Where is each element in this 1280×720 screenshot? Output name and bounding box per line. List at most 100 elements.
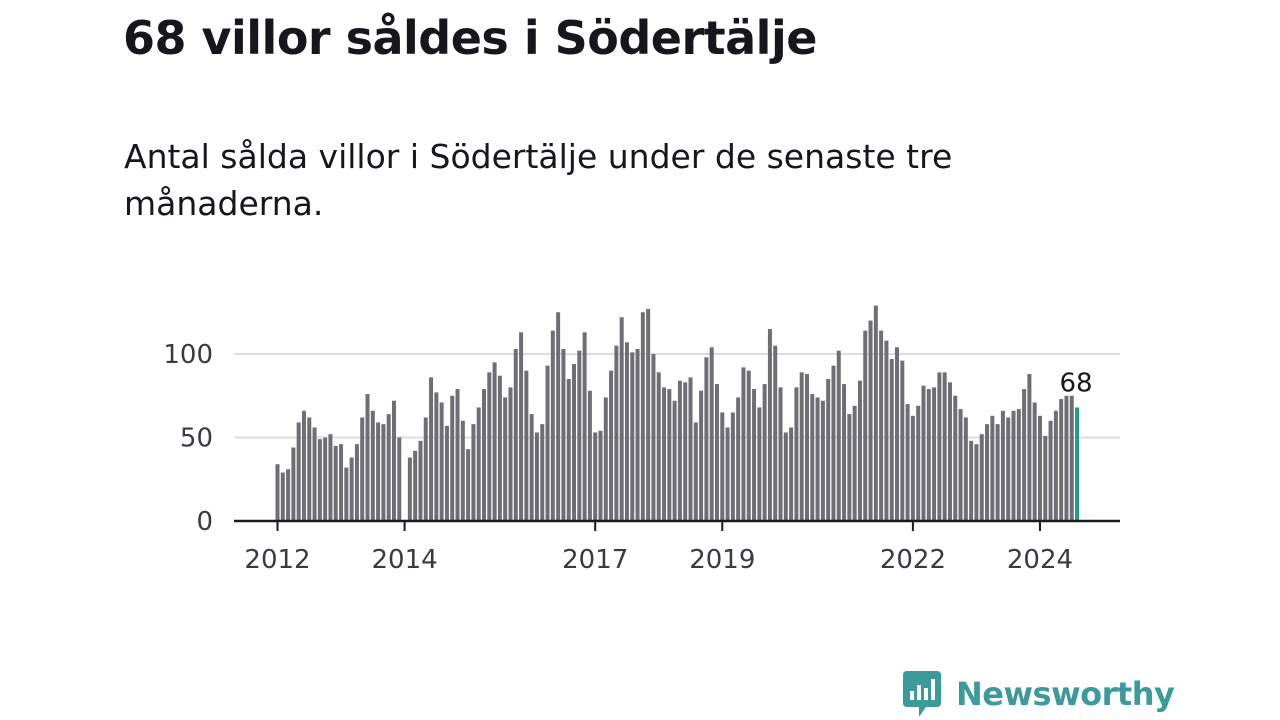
bar <box>598 430 603 521</box>
bar <box>778 387 783 521</box>
bar <box>963 417 968 521</box>
bar <box>900 360 905 521</box>
bar <box>947 382 952 521</box>
bar <box>307 417 312 521</box>
bar <box>391 400 396 521</box>
bar <box>857 380 862 521</box>
bar <box>979 434 984 521</box>
bar <box>603 397 608 521</box>
bar <box>460 420 465 521</box>
highlight-value-label: 68 <box>1059 368 1092 398</box>
y-tick-label: 100 <box>163 340 213 370</box>
bar <box>280 472 285 521</box>
bar <box>895 347 900 521</box>
bar <box>1048 420 1053 521</box>
bar <box>354 444 359 521</box>
bar <box>640 312 645 521</box>
bar <box>910 415 915 521</box>
bar <box>1016 409 1021 521</box>
bar <box>889 359 894 521</box>
bar <box>852 405 857 521</box>
bar <box>646 308 651 521</box>
bar <box>614 345 619 521</box>
bar <box>476 407 481 521</box>
page-title: 68 villor såldes i Södertälje <box>123 11 817 65</box>
bars <box>275 305 1080 521</box>
bar <box>444 425 449 521</box>
bar <box>677 380 682 521</box>
bar <box>339 444 344 521</box>
bar <box>572 364 577 521</box>
bar <box>609 370 614 521</box>
bar <box>794 387 799 521</box>
bar <box>937 372 942 521</box>
bar <box>439 402 444 521</box>
bar <box>519 332 524 521</box>
bar <box>349 457 354 521</box>
bar <box>365 394 370 521</box>
bar <box>683 382 688 521</box>
bar <box>985 424 990 521</box>
bar <box>296 422 301 521</box>
bar <box>725 427 730 521</box>
x-axis <box>234 519 1120 531</box>
bar <box>720 412 725 521</box>
bar <box>550 330 555 521</box>
bar <box>582 332 587 521</box>
x-tick-label: 2024 <box>1007 545 1073 575</box>
bar <box>386 414 391 521</box>
bar <box>969 440 974 521</box>
bar <box>624 342 629 521</box>
x-tick-label: 2014 <box>371 545 437 575</box>
brand-name: Newsworthy <box>956 675 1175 713</box>
logo-chart-icon <box>903 671 941 717</box>
bar <box>662 387 667 521</box>
bar <box>291 447 296 521</box>
bar <box>286 469 291 521</box>
bar <box>995 424 1000 521</box>
bar <box>704 357 709 521</box>
bar <box>921 385 926 521</box>
bar <box>1064 395 1069 521</box>
bar <box>503 397 508 521</box>
bar <box>831 365 836 521</box>
bar <box>376 422 381 521</box>
bar <box>847 414 852 521</box>
bar <box>429 377 434 521</box>
bar <box>397 437 402 521</box>
bar <box>942 372 947 521</box>
bar <box>301 410 306 521</box>
bar <box>836 350 841 521</box>
bar <box>312 427 317 521</box>
bar <box>418 440 423 521</box>
bar <box>1006 417 1011 521</box>
bar <box>466 449 471 521</box>
bar <box>688 377 693 521</box>
bar <box>455 389 460 521</box>
bar <box>561 348 566 521</box>
bar <box>1032 402 1037 521</box>
bar <box>534 432 539 521</box>
bar <box>1043 435 1048 521</box>
bar <box>873 305 878 521</box>
bar <box>450 395 455 521</box>
bar <box>275 464 280 521</box>
bar <box>730 412 735 521</box>
bar <box>667 389 672 521</box>
bar <box>370 410 375 521</box>
bar <box>1059 399 1064 521</box>
bar <box>545 365 550 521</box>
bar <box>757 407 762 521</box>
bar <box>709 347 714 521</box>
bar <box>1027 374 1032 521</box>
bar <box>487 372 492 521</box>
bar <box>879 330 884 521</box>
bar <box>714 384 719 521</box>
bar <box>926 389 931 521</box>
bar <box>868 320 873 521</box>
bar <box>815 397 820 521</box>
bar <box>423 417 428 521</box>
y-tick-label: 50 <box>180 424 213 454</box>
bar <box>699 390 704 521</box>
bar <box>619 317 624 521</box>
